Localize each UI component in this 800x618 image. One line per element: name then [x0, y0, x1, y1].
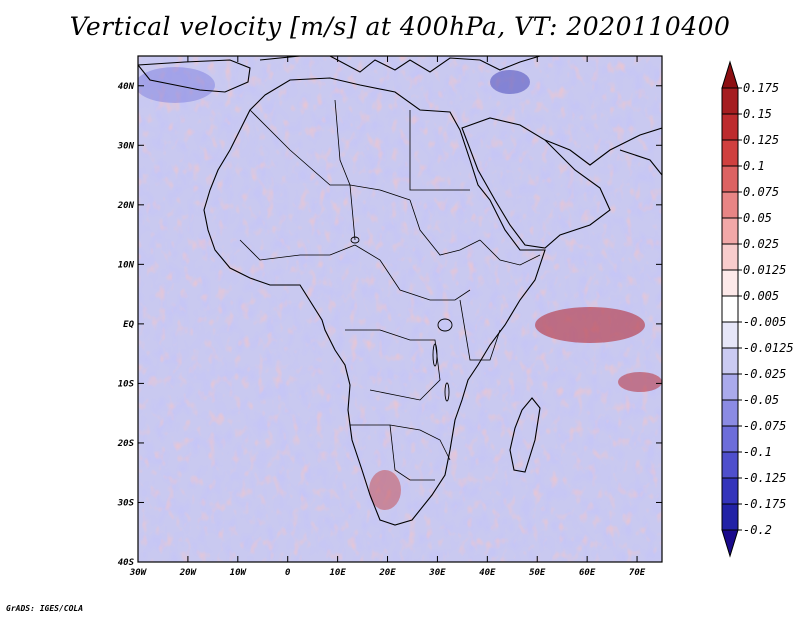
colorbar-label: 0.125 [743, 133, 779, 147]
colorbar-label: 0.05 [743, 211, 772, 225]
colorbar-label: 0.0125 [743, 263, 786, 277]
lakes [350, 236, 453, 402]
colorbar-box [721, 165, 739, 193]
colorbar-label: 0.175 [743, 81, 779, 95]
persian-gulf-coastline [544, 127, 662, 166]
border-central-africa [354, 244, 471, 301]
lon-tick-label: 60E [579, 568, 596, 578]
colorbar-box [721, 295, 739, 323]
lat-tick-label: 20S [117, 439, 135, 449]
border-sudan [409, 199, 481, 256]
colorbar-top-triangle [721, 60, 739, 89]
colorbar-label: 0.005 [743, 289, 779, 303]
lon-tick-label: 40E [479, 568, 496, 578]
colorbar-label: -0.1 [743, 445, 772, 459]
colorbar-box [721, 451, 739, 479]
lon-tick-label: 10E [329, 568, 346, 578]
africa-coastline [203, 77, 546, 526]
colorbar-label: -0.005 [743, 315, 786, 329]
lake-malawi [444, 382, 450, 402]
india-coastline [619, 149, 662, 176]
colorbar-box [721, 399, 739, 427]
lat-tick-label: 10N [118, 260, 135, 270]
lat-tick-label: 40S [118, 558, 135, 568]
colorbar-box [721, 321, 739, 349]
lake-chad [350, 236, 360, 244]
colorbar-box [721, 347, 739, 375]
country-borders [239, 99, 541, 481]
lat-tick-label: 30S [117, 498, 135, 508]
ascent-patch-east [618, 372, 662, 392]
grads-credit: GrADS: IGES/COLA [6, 604, 84, 613]
ascent-patch-indian-ocean [535, 307, 645, 343]
lat-tick-label: 30N [117, 141, 135, 151]
border-sahara-west [249, 109, 411, 201]
iberia-coastline [138, 59, 251, 93]
lat-tick-label: EQ [123, 320, 134, 330]
colorbar-label: 0.075 [743, 185, 779, 199]
madagascar-coastline [509, 397, 541, 473]
colorbar-box [721, 373, 739, 401]
lake-victoria [437, 318, 453, 332]
lon-tick-label: 30E [428, 568, 446, 578]
colorbar-box [721, 191, 739, 219]
lat-tick-label: 20N [117, 201, 135, 211]
colorbar-box [721, 87, 739, 115]
colorbar-box [721, 477, 739, 505]
lake-tanganyika [432, 343, 438, 367]
colorbar-label: -0.175 [743, 497, 786, 511]
coastlines [138, 56, 662, 526]
ascent-patch-south-africa [369, 470, 401, 510]
border-horn [479, 239, 541, 266]
velocity-field [138, 56, 662, 562]
lon-tick-label: 0 [285, 568, 291, 578]
border-east-africa [459, 299, 501, 361]
colorbar-box [721, 269, 739, 297]
border-southern-africa [350, 424, 451, 461]
colorbar: 0.175 0.15 0.125 0.1 0.075 0.05 0.025 0.0125 0.0… [721, 60, 794, 558]
latitude-ticks: 40N 30N 20N 10N EQ 10S 20S 30S 40S [117, 82, 662, 568]
lon-tick-label: 20W [179, 568, 198, 578]
colorbar-box [721, 425, 739, 453]
border-drc [345, 329, 441, 401]
colorbar-box [721, 243, 739, 271]
colorbar-label: 0.15 [743, 107, 772, 121]
longitude-ticks: 30W 20W 10W 0 10E 20E 30E 40E 50E 60E 70E [129, 56, 646, 578]
lon-tick-label: 70E [629, 568, 646, 578]
border-sahara-central [334, 99, 356, 241]
colorbar-label: -0.075 [743, 419, 786, 433]
border-west-africa [239, 239, 356, 261]
colorbar-label: -0.2 [743, 523, 772, 537]
colorbar-label: -0.025 [743, 367, 786, 381]
ascent-patch-middle-east [490, 70, 530, 94]
colorbar-box [721, 217, 739, 245]
colorbar-label: -0.125 [743, 471, 786, 485]
colorbar-label: 0.025 [743, 237, 779, 251]
europe-coastline [259, 56, 541, 73]
lat-tick-label: 40N [118, 82, 135, 92]
colorbar-label: -0.0125 [743, 341, 794, 355]
lon-tick-label: 50E [529, 568, 546, 578]
colorbar-box [721, 139, 739, 167]
lat-tick-label: 10S [118, 379, 135, 389]
colorbar-label: -0.05 [743, 393, 779, 407]
colorbar-label: 0.1 [743, 159, 765, 173]
lon-tick-label: 30W [129, 568, 148, 578]
map-title: Vertical velocity [m/s] at 400hPa, VT: 2… [69, 12, 731, 41]
colorbar-bottom-triangle [721, 529, 739, 558]
lon-tick-label: 20E [378, 568, 396, 578]
colorbar-box [721, 113, 739, 141]
colorbar-box [721, 503, 739, 531]
plot-frame [137, 55, 663, 563]
border-egypt-libya [409, 110, 470, 191]
lon-tick-label: 10W [230, 568, 248, 578]
arabia-coastline [461, 117, 611, 249]
border-namibia-botswana [389, 424, 435, 481]
